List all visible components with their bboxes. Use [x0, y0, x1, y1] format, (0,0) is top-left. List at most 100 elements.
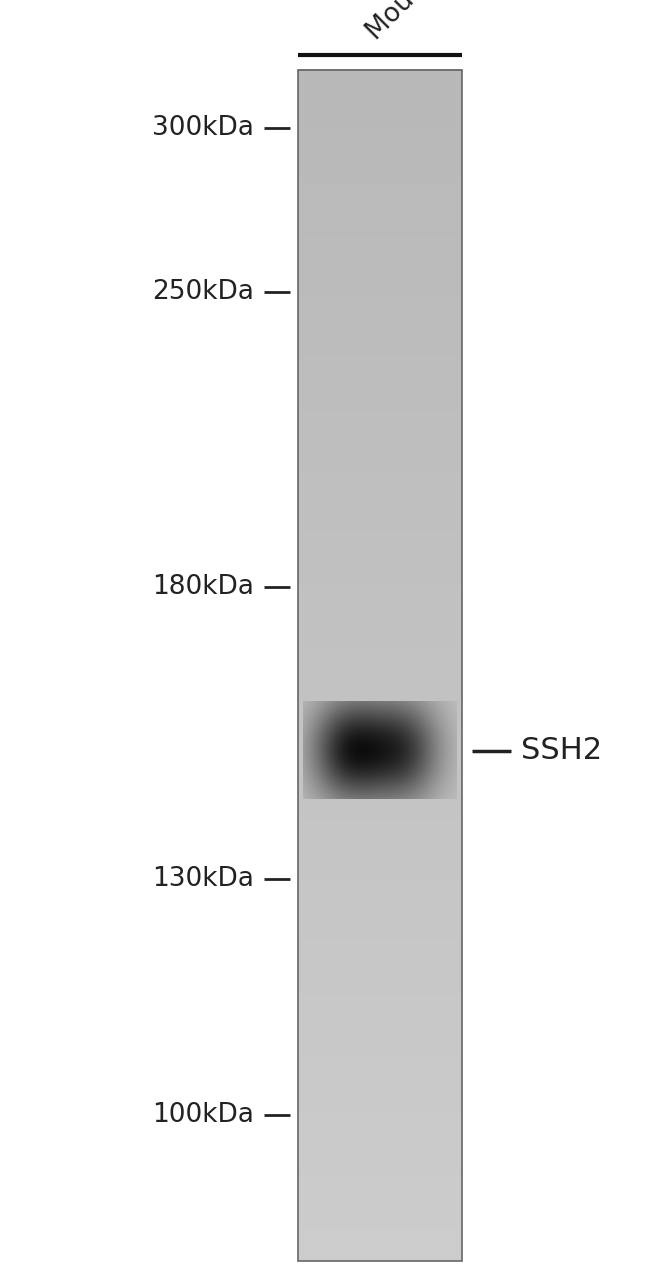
Bar — [298, 748, 462, 753]
Bar — [298, 371, 462, 376]
Bar — [298, 1046, 462, 1051]
Bar — [298, 200, 462, 205]
Bar — [298, 1057, 462, 1062]
Bar — [298, 164, 462, 170]
Bar — [298, 1065, 462, 1070]
Bar — [298, 1042, 462, 1047]
Bar — [298, 783, 462, 788]
Bar — [298, 692, 462, 698]
Bar — [298, 70, 462, 1261]
Bar — [298, 470, 462, 475]
Bar — [298, 445, 462, 452]
Bar — [298, 438, 462, 443]
Bar — [298, 239, 462, 244]
Bar — [298, 827, 462, 832]
Bar — [298, 573, 462, 579]
Bar — [298, 768, 462, 773]
Bar — [298, 1231, 462, 1236]
Bar — [298, 177, 462, 182]
Bar — [298, 93, 462, 99]
Bar — [298, 1256, 462, 1261]
Bar — [298, 954, 462, 959]
Bar — [298, 887, 462, 892]
Bar — [298, 772, 462, 777]
Bar — [298, 566, 462, 571]
Bar — [298, 791, 462, 796]
Bar — [298, 604, 462, 611]
Bar — [298, 997, 462, 1004]
Bar — [298, 343, 462, 348]
Bar — [298, 1248, 462, 1253]
Bar — [298, 1148, 462, 1153]
Bar — [298, 823, 462, 828]
Bar — [298, 212, 462, 218]
Bar — [298, 1188, 462, 1193]
Bar — [298, 315, 462, 320]
Bar — [298, 168, 462, 174]
Bar — [298, 799, 462, 805]
Bar — [298, 247, 462, 253]
Bar — [298, 938, 462, 943]
Bar — [298, 732, 462, 737]
Bar — [298, 1192, 462, 1197]
Bar — [298, 335, 462, 340]
Bar — [298, 1216, 462, 1221]
Bar — [298, 986, 462, 991]
Bar — [298, 355, 462, 360]
Bar — [298, 326, 462, 333]
Bar — [298, 649, 462, 654]
Bar — [298, 398, 462, 403]
Bar — [298, 137, 462, 142]
Bar — [298, 645, 462, 650]
Bar — [298, 927, 462, 932]
Bar — [298, 1089, 462, 1094]
Bar — [298, 156, 462, 161]
Bar — [298, 113, 462, 118]
Bar — [298, 1108, 462, 1114]
Bar — [298, 332, 462, 337]
Bar — [298, 696, 462, 701]
Bar — [298, 664, 462, 669]
Bar — [298, 1053, 462, 1059]
Bar — [298, 296, 462, 301]
Bar — [298, 1073, 462, 1078]
Bar — [298, 173, 462, 178]
Bar — [298, 101, 462, 106]
Bar — [298, 1116, 462, 1121]
Text: 130kDa: 130kDa — [152, 867, 254, 892]
Bar — [298, 490, 462, 495]
Bar — [298, 724, 462, 730]
Bar — [298, 411, 462, 416]
Bar — [298, 466, 462, 471]
Bar — [298, 434, 462, 439]
Bar — [298, 1061, 462, 1066]
Bar — [298, 653, 462, 658]
Bar — [298, 982, 462, 987]
Bar — [298, 751, 462, 756]
Bar — [298, 292, 462, 297]
Bar — [298, 553, 462, 558]
Bar — [298, 636, 462, 641]
Bar — [298, 275, 462, 280]
Bar — [298, 141, 462, 146]
Bar — [298, 517, 462, 522]
Bar — [298, 362, 462, 369]
Bar — [298, 1228, 462, 1233]
Bar — [298, 585, 462, 590]
Bar — [298, 838, 462, 845]
Bar — [298, 966, 462, 972]
Bar — [298, 970, 462, 975]
Bar — [298, 716, 462, 721]
Bar — [298, 1101, 462, 1106]
Bar — [298, 728, 462, 733]
Bar — [298, 625, 462, 630]
Bar — [298, 160, 462, 165]
Bar — [298, 485, 462, 492]
Bar — [298, 538, 462, 543]
Bar — [298, 1125, 462, 1130]
Bar — [298, 494, 462, 499]
Bar — [298, 891, 462, 896]
Bar — [298, 855, 462, 860]
Bar — [298, 708, 462, 713]
Bar — [298, 1144, 462, 1149]
